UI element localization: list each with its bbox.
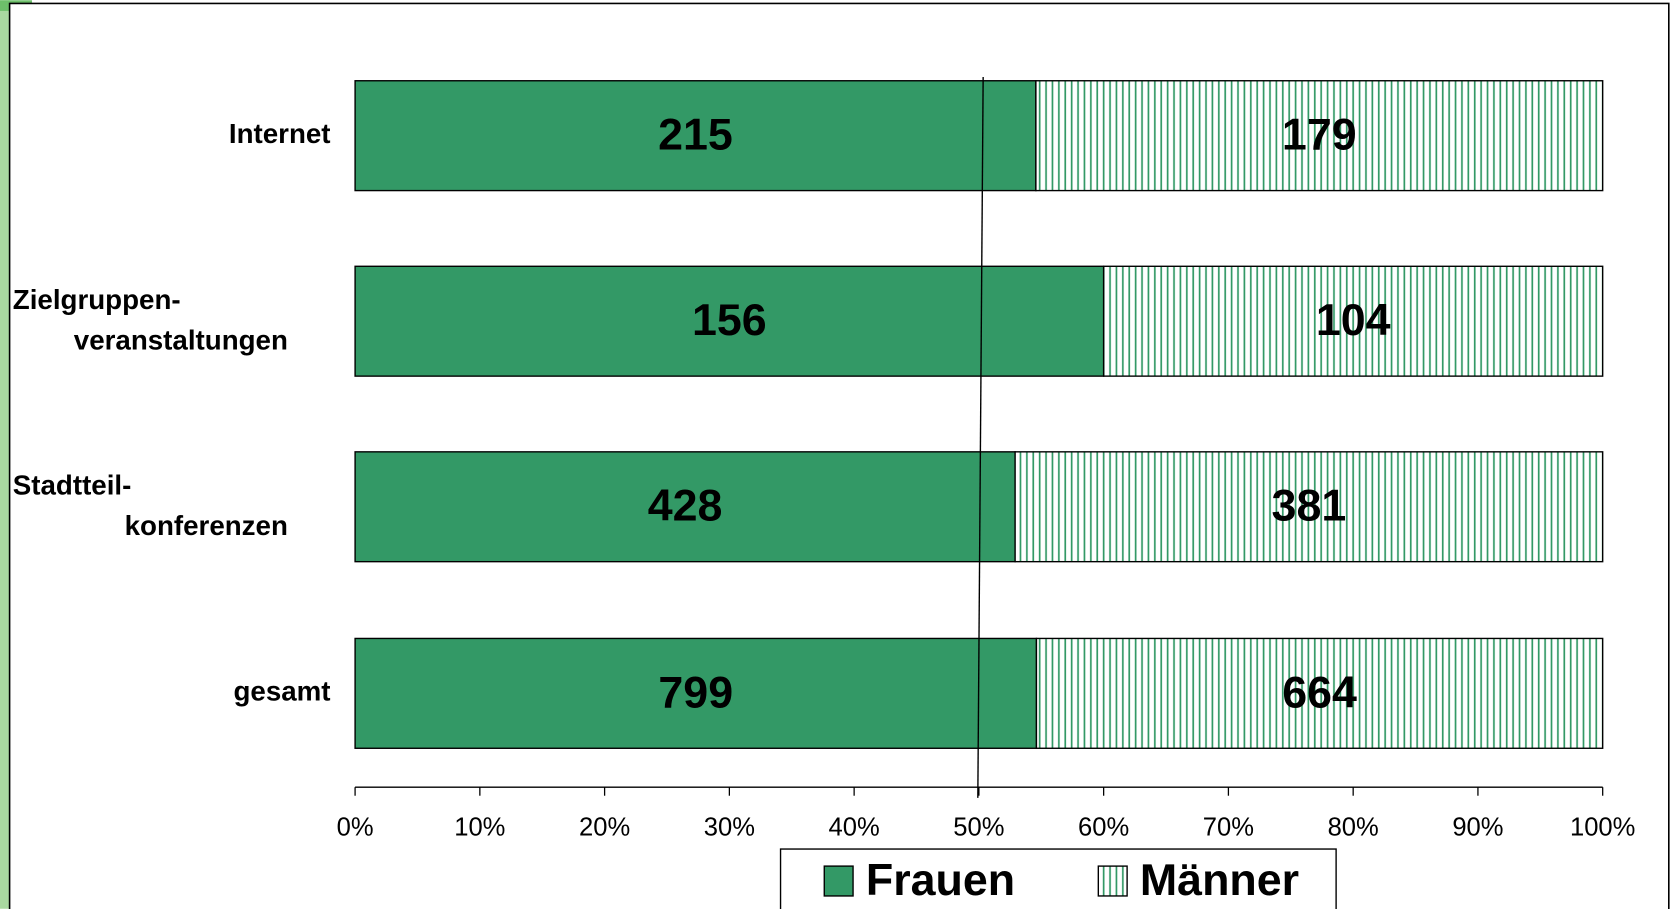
data-label: 215	[658, 110, 733, 160]
x-tick-label: 10%	[454, 814, 505, 842]
legend-label: Frauen	[866, 855, 1015, 905]
bar	[354, 80, 1037, 192]
side-strip	[0, 0, 10, 909]
x-tick-label: 100%	[1570, 814, 1635, 842]
x-tick-label: 50%	[953, 814, 1004, 842]
legend-swatch	[823, 865, 854, 897]
bar	[1035, 637, 1604, 749]
x-tick-label: 30%	[704, 814, 755, 842]
bar	[354, 451, 1016, 563]
x-tick-label: 70%	[1203, 814, 1254, 842]
data-label: 799	[658, 667, 733, 717]
data-label: 381	[1272, 481, 1347, 531]
bar	[354, 265, 1105, 377]
data-label: 104	[1316, 295, 1391, 345]
bar	[1102, 265, 1604, 377]
legend-swatch	[1097, 865, 1128, 897]
x-tick-label: 90%	[1452, 814, 1503, 842]
data-label: 179	[1282, 110, 1357, 160]
bar	[1035, 80, 1604, 192]
x-tick-label: 40%	[829, 814, 880, 842]
y-tick-label: Zielgruppen- veranstaltungen	[13, 284, 288, 356]
legend-label: Männer	[1140, 855, 1299, 905]
legend-box	[779, 848, 1337, 909]
data-label: 428	[648, 481, 723, 531]
x-tick-label: 80%	[1328, 814, 1379, 842]
x-tick-label: 20%	[579, 814, 630, 842]
y-tick-label: Internet	[229, 118, 331, 149]
bar	[1014, 451, 1604, 563]
x-tick-label: 60%	[1078, 814, 1129, 842]
bar	[354, 637, 1038, 749]
data-label: 664	[1282, 667, 1357, 717]
x-tick-label: 0%	[337, 814, 374, 842]
y-tick-label: gesamt	[233, 676, 330, 707]
data-label: 156	[692, 295, 767, 345]
y-tick-label: Stadtteil- konferenzen	[13, 470, 288, 542]
reference-line	[977, 77, 984, 798]
